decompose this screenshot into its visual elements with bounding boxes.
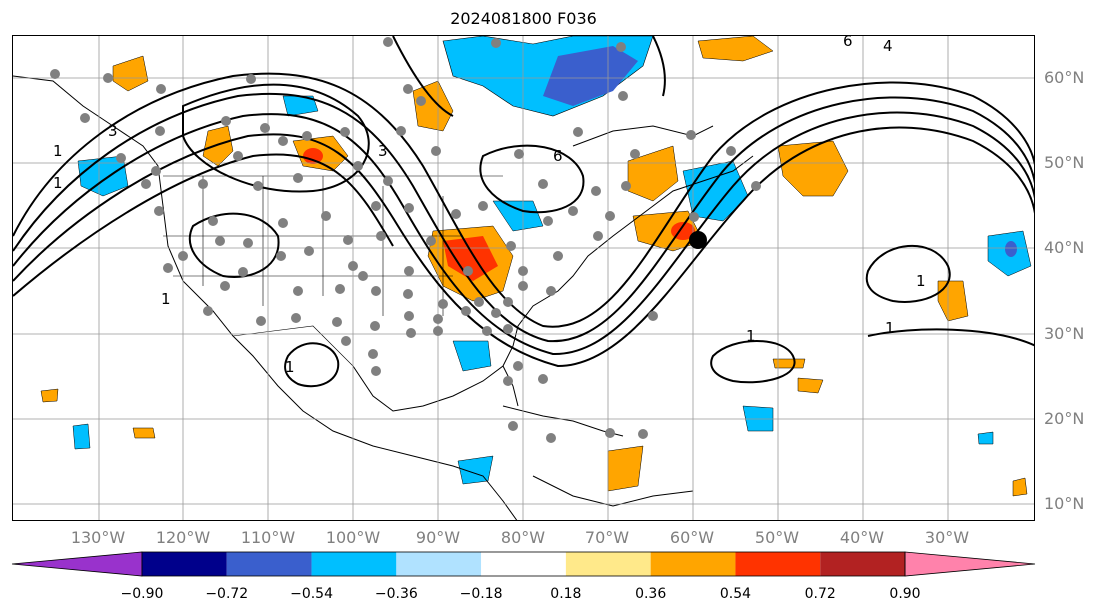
contour-label: 6 [553,147,563,165]
colorbar-outline [141,551,906,577]
contour-layer [13,36,1034,388]
lat-label: 20°N [1044,409,1085,428]
lon-label: 100°W [325,528,381,547]
lon-label: 70°W [584,528,630,547]
lon-label: 90°W [415,528,461,547]
lon-label: 110°W [240,528,296,547]
colorbar-segment [565,552,651,576]
contour-label: 1 [161,290,171,308]
shading-layer [40,36,1032,497]
colorbar-segment [226,552,312,576]
lat-label: 40°N [1044,238,1085,257]
lat-label: 60°N [1044,68,1085,87]
highlight-marker[interactable] [689,231,707,249]
contour-label: 1 [53,174,63,192]
lon-label: 120°W [155,528,211,547]
contour-label: 1 [746,327,756,345]
colorbar-tick-label: −0.36 [374,586,418,602]
colorbar-segment [481,552,566,576]
contour-label-layer: 1 1 1 1 1 1 1 6 6 3 3 4 [53,36,926,376]
colorbar-segment [311,552,397,576]
contour-label: 3 [378,142,388,160]
contour-label: 3 [108,122,118,140]
contour-label: 6 [843,36,853,50]
colorbar-segment [396,552,482,576]
border-layer [163,175,503,367]
colorbar-tick-label: −0.90 [120,586,164,602]
colorbar-tick-label: 0.36 [635,586,667,602]
lon-label: 30°W [924,528,970,547]
colorbar-tick-label: −0.54 [290,586,333,602]
contour-label: 1 [53,142,63,160]
lon-label: 80°W [500,528,546,547]
lat-label: 30°N [1044,324,1085,343]
colorbar-segment [735,552,821,576]
colorbar-segment [820,552,905,576]
colorbar-tick-label: 0.18 [550,586,582,602]
colorbar-extend-low [11,551,143,577]
station-layer [50,37,761,443]
lon-label: 60°W [669,528,715,547]
lon-label: 130°W [70,528,126,547]
contour-label: 1 [885,319,895,337]
colorbar-tick-label: −0.72 [205,586,249,602]
contour-label: 1 [285,358,295,376]
colorbar-segment [142,552,227,576]
map-canvas: 1 1 1 1 1 1 1 6 6 3 3 4 [13,36,1034,520]
colorbar-tick-label: 0.90 [889,586,921,602]
colorbar-tick-label: −0.18 [459,586,503,602]
contour-label: 4 [883,37,893,55]
colorbar-tick-label: 0.54 [719,586,752,602]
lon-label: 40°W [839,528,885,547]
contour-label: 1 [916,272,926,290]
colorbar [11,551,1036,577]
graticule [13,36,1034,520]
colorbar-segment [650,552,736,576]
colorbar-segments [11,551,1036,577]
lat-label: 10°N [1044,494,1085,513]
map-title: 2024081800 F036 [450,9,597,28]
lat-label: 50°N [1044,153,1085,172]
lon-label: 50°W [754,528,800,547]
map-panel[interactable]: 1 1 1 1 1 1 1 6 6 3 3 4 [12,35,1035,521]
colorbar-extend-high [904,551,1036,577]
colorbar-tick-label: 0.72 [804,586,836,602]
